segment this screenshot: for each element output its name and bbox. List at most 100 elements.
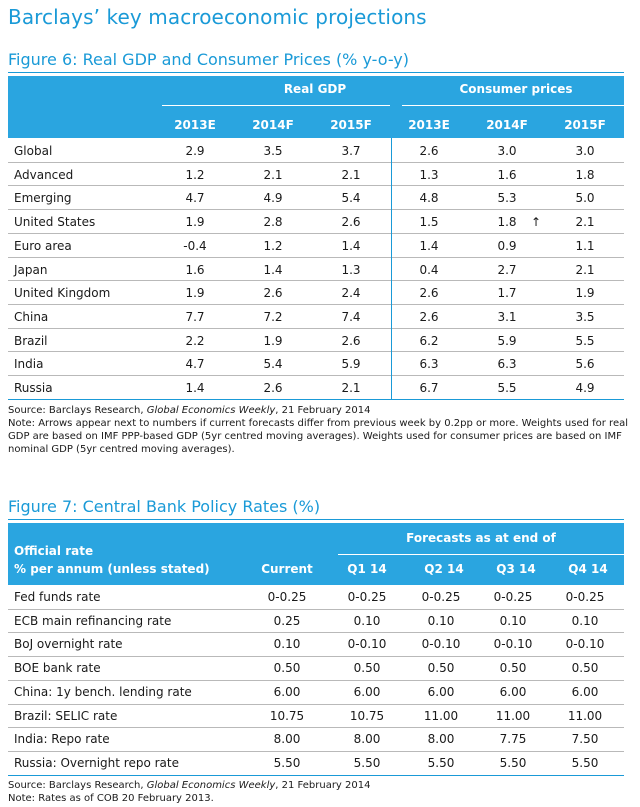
table-row: China: 1y bench. lending rate 6.00 6.00 6.0… [8,681,624,704]
group-underline-cpi [402,105,624,106]
table-cell: 7.50 [571,732,599,747]
row-divider [8,256,624,258]
table-cell: 2.8 [263,215,283,230]
table-cell: 3.1 [497,309,517,324]
table-cell: 8.00 [427,732,455,747]
table-cell: 1.4 [341,238,361,253]
table-cell: 7.4 [341,309,361,324]
table-row: Russia: Overnight repo rate 5.50 5.50 5.50 5… [8,752,624,775]
table-cell: 5.4 [341,191,361,206]
row-label: China: 1y bench. lending rate [14,684,192,699]
forecast-group-header: Forecasts as at end of [406,531,556,545]
row-divider [8,679,624,681]
table-cell: 5.50 [499,755,527,770]
table-cell: 2.6 [419,144,439,158]
table-cell: 8.00 [353,732,381,747]
table-cell: 0.10 [273,637,301,652]
table-row: Japan 1.6 1.4 1.3 0.4 2.7 2.1 [8,258,624,282]
row-label: Russia: Overnight repo rate [14,755,179,770]
table-cell: 2.1 [341,381,361,395]
row-label: China [14,309,49,324]
table-cell: 1.4 [263,262,283,277]
row-label: India [14,357,44,372]
table-cell: 0-0.25 [493,590,533,604]
table-cell: 1.3 [419,167,439,182]
table-row: Global 2.9 3.5 3.7 2.6 3.0 3.0 [8,139,624,163]
row-label: India: Repo rate [14,732,110,747]
table-cell: 1.9 [263,333,283,348]
table-cell: 0.25 [273,613,301,628]
row-label: Emerging [14,191,72,206]
row-label: Euro area [14,238,72,253]
row-divider [8,161,624,163]
row-divider [8,608,624,610]
table-cell: 2.6 [263,381,283,395]
table-cell: 2.1 [263,167,283,182]
row-divider [8,280,624,282]
table-cell: 5.50 [571,755,599,770]
table-cell: 5.3 [497,191,517,206]
table-row: Advanced 1.2 2.1 2.1 1.3 1.6 1.8 [8,163,624,187]
row-divider [8,185,624,187]
table-cell: 0-0.25 [565,590,605,604]
table-cell: 5.9 [497,333,517,348]
table-cell: 2.6 [341,333,361,348]
table-cell: 2.6 [419,309,439,324]
figure-6-note: Note: Arrows appear next to numbers if c… [8,418,629,455]
table-cell: 0-0.25 [347,590,387,604]
figure-6-source-date: , 21 February 2014 [275,405,371,416]
row-label: Fed funds rate [14,590,101,604]
table-cell: 2.1 [575,215,595,230]
table-cell: 5.4 [263,357,283,372]
table-cell: 6.00 [427,684,455,699]
row-label: United Kingdom [14,286,111,301]
table-cell: 11.00 [567,708,603,723]
figure-7-source-publication: Global Economics Weekly [146,780,276,791]
table-cell: 0-0.10 [421,637,461,652]
figure-6-rule [8,72,624,73]
table-row: Brazil 2.2 1.9 2.6 6.2 5.9 5.5 [8,329,624,353]
table-row: Russia 1.4 2.6 2.1 6.7 5.5 4.9 [8,376,624,400]
table-cell: 0.10 [499,613,527,628]
row-divider [8,327,624,329]
row-label: Brazil: SELIC rate [14,708,118,723]
col-header-q4-14: Q4 14 [568,562,608,576]
row-label: Russia [14,381,53,395]
row-divider [8,774,624,776]
table-row: BOE bank rate 0.50 0.50 0.50 0.50 0.50 [8,657,624,680]
table-row: Euro area -0.4 1.2 1.4 1.4 0.9 1.1 [8,234,624,258]
table-cell: 5.5 [497,381,517,395]
table-cell: 6.3 [497,357,517,372]
table-cell: 5.50 [273,755,301,770]
table-cell: -0.4 [183,238,207,253]
figure-7-header: Forecasts as at end of Official rate % p… [8,523,624,585]
row-divider [8,351,624,353]
table-cell: 5.0 [575,191,595,206]
table-cell: 7.2 [263,309,283,324]
figure-7-source: Source: Barclays Research, Global Econom… [8,779,628,792]
table-cell: 1.8 [575,167,595,182]
col-header-gdp-2015: 2015F [330,118,372,132]
row-divider [8,727,624,729]
figure-7-title: Figure 7: Central Bank Policy Rates (%) [8,497,321,516]
table-row: ECB main refinancing rate 0.25 0.10 0.10 0.1… [8,610,624,633]
col-header-q3-14: Q3 14 [496,562,536,576]
table-cell: 10.75 [269,708,305,723]
table-cell: 2.7 [497,262,517,277]
table-row: India: Repo rate 8.00 8.00 8.00 7.75 7.50 [8,728,624,751]
table-row: United Kingdom 1.9 2.6 2.4 2.6 1.7 1.9 [8,281,624,305]
figure-6-column-divider [391,138,392,400]
row-divider [8,656,624,658]
table-row: Brazil: SELIC rate 10.75 10.75 11.00 11.00 11… [8,705,624,728]
col-header-gdp-2013: 2013E [174,118,216,132]
col-header-cpi-2013: 2013E [408,118,450,132]
col-header-q2-14: Q2 14 [424,562,464,576]
table-row: China 7.7 7.2 7.4 2.6 3.1 3.5 [8,305,624,329]
table-cell: 6.00 [273,684,301,699]
table-cell: 0.50 [499,661,527,676]
table-cell: 0.9 [497,238,517,253]
table-cell: 1.9 [185,215,205,230]
table-cell: 0-0.10 [493,637,533,652]
col-header-cpi-2014: 2014F [486,118,528,132]
col-header-q1-14: Q1 14 [347,562,387,576]
